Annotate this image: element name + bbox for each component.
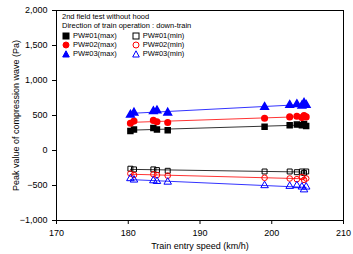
svg-text:−500: −500 bbox=[27, 180, 47, 190]
html-text:PW#01(min): PW#01(min) bbox=[142, 31, 185, 40]
svg-text:0: 0 bbox=[42, 145, 47, 155]
html-text:Direction of train operation :: Direction of train operation : down-trai… bbox=[62, 21, 192, 30]
svg-text:2,000: 2,000 bbox=[25, 5, 48, 15]
svg-text:170: 170 bbox=[49, 228, 64, 238]
svg-text:200: 200 bbox=[264, 228, 279, 238]
svg-text:190: 190 bbox=[192, 228, 207, 238]
svg-text:Train entry speed (km/h): Train entry speed (km/h) bbox=[151, 241, 249, 251]
html-text:PW#01(max): PW#01(max) bbox=[73, 31, 117, 40]
svg-text:−1,000: −1,000 bbox=[20, 215, 48, 225]
html-text:PW#02(max): PW#02(max) bbox=[73, 40, 117, 49]
svg-text:180: 180 bbox=[121, 228, 136, 238]
svg-text:1,000: 1,000 bbox=[25, 75, 48, 85]
html-text:PW#03(max): PW#03(max) bbox=[73, 49, 117, 58]
svg-text:Peak value of compression wave: Peak value of compression wave (Pa) bbox=[11, 40, 21, 191]
html-text:2nd field test without hood: 2nd field test without hood bbox=[62, 12, 150, 21]
html-text:PW#02(min): PW#02(min) bbox=[142, 40, 185, 49]
html-text:PW#03(min): PW#03(min) bbox=[142, 49, 185, 58]
svg-text:500: 500 bbox=[32, 110, 47, 120]
svg-text:210: 210 bbox=[336, 228, 351, 238]
svg-text:1,500: 1,500 bbox=[25, 40, 48, 50]
